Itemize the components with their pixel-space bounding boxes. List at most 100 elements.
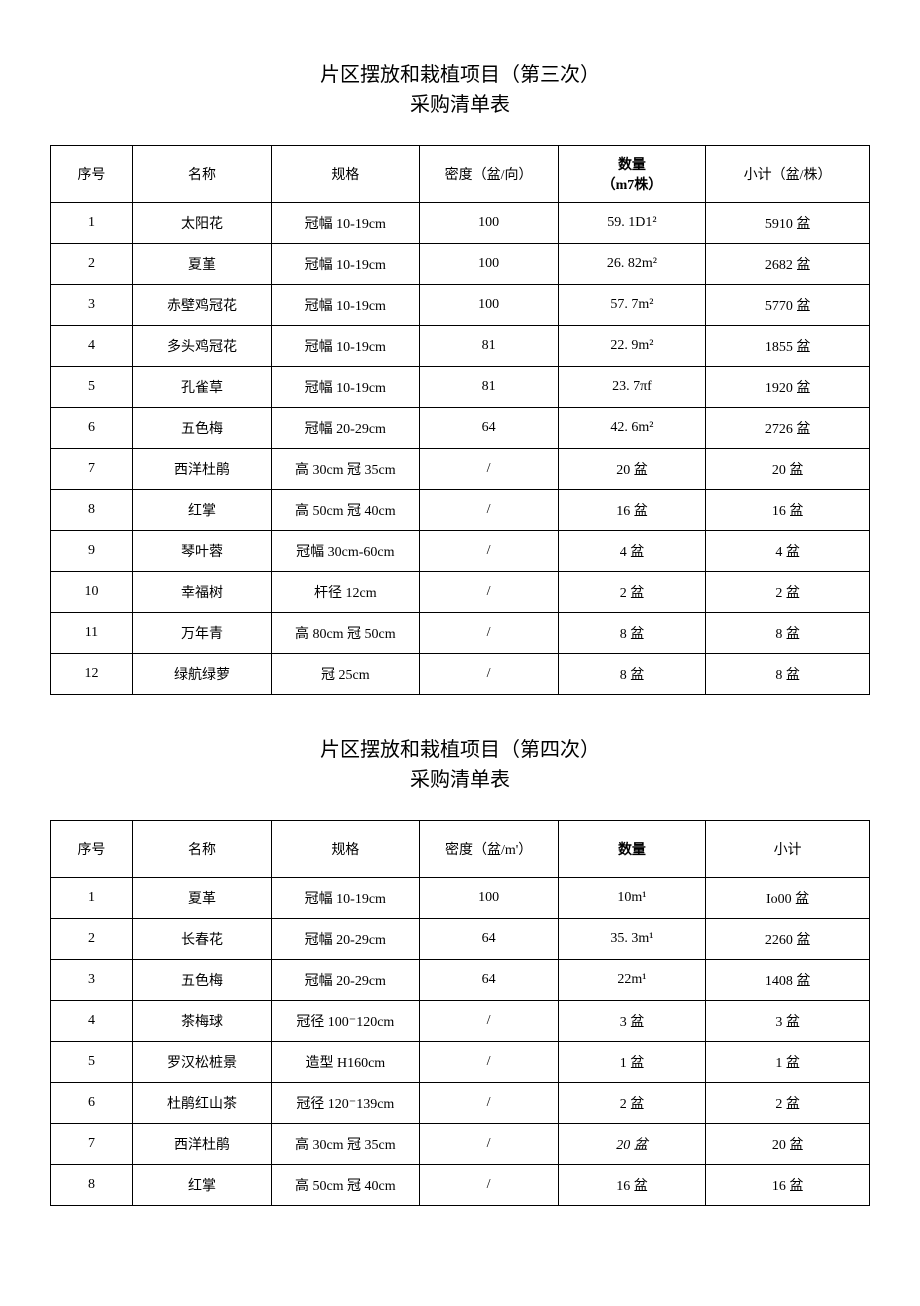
cell-subtotal: 16 盆	[706, 1165, 870, 1206]
th-subtotal: 小计（盆/株）	[706, 146, 870, 203]
cell-name: 万年青	[132, 613, 271, 654]
table-row: 1夏革冠幅 10-19cm10010m¹Io00 盆	[51, 878, 870, 919]
cell-density: /	[419, 490, 558, 531]
cell-seq: 8	[51, 490, 133, 531]
cell-name: 红掌	[132, 1165, 271, 1206]
table2-title-line1: 片区摆放和栽植项目（第四次）	[320, 739, 600, 761]
table-row: 5罗汉松桩景造型 H160cm/1 盆1 盆	[51, 1042, 870, 1083]
cell-qty: 10m¹	[558, 878, 705, 919]
cell-spec: 高 50cm 冠 40cm	[272, 490, 419, 531]
th-qty: 数量 （m7株）	[558, 146, 705, 203]
cell-name: 西洋杜鹃	[132, 449, 271, 490]
cell-spec: 冠幅 10-19cm	[272, 203, 419, 244]
cell-seq: 12	[51, 654, 133, 695]
cell-seq: 3	[51, 960, 133, 1001]
cell-subtotal: 5770 盆	[706, 285, 870, 326]
cell-density: 100	[419, 285, 558, 326]
table-row: 7西洋杜鹃高 30cm 冠 35cm/20 盆20 盆	[51, 449, 870, 490]
cell-subtotal: 1 盆	[706, 1042, 870, 1083]
cell-name: 茶梅球	[132, 1001, 271, 1042]
cell-qty: 26. 82m²	[558, 244, 705, 285]
cell-spec: 冠幅 10-19cm	[272, 285, 419, 326]
cell-qty: 8 盆	[558, 654, 705, 695]
cell-spec: 冠幅 10-19cm	[272, 878, 419, 919]
cell-subtotal: 2 盆	[706, 572, 870, 613]
cell-density: /	[419, 1124, 558, 1165]
cell-density: /	[419, 1042, 558, 1083]
cell-spec: 冠幅 10-19cm	[272, 367, 419, 408]
cell-density: /	[419, 531, 558, 572]
cell-density: 64	[419, 408, 558, 449]
table1-title-line2: 采购清单表	[410, 94, 510, 116]
th-qty: 数量	[558, 821, 705, 878]
cell-density: 100	[419, 878, 558, 919]
cell-name: 幸福树	[132, 572, 271, 613]
cell-seq: 5	[51, 1042, 133, 1083]
cell-name: 长春花	[132, 919, 271, 960]
cell-seq: 2	[51, 244, 133, 285]
th-qty-line2: （m7株）	[602, 178, 663, 193]
cell-name: 孔雀草	[132, 367, 271, 408]
cell-density: 100	[419, 203, 558, 244]
cell-name: 杜鹃红山茶	[132, 1083, 271, 1124]
table-row: 3赤壁鸡冠花冠幅 10-19cm10057. 7m²5770 盆	[51, 285, 870, 326]
cell-qty: 23. 7πf	[558, 367, 705, 408]
cell-name: 罗汉松桩景	[132, 1042, 271, 1083]
cell-seq: 10	[51, 572, 133, 613]
cell-spec: 冠幅 30cm-60cm	[272, 531, 419, 572]
cell-name: 绿航绿萝	[132, 654, 271, 695]
th-name: 名称	[132, 146, 271, 203]
cell-density: 100	[419, 244, 558, 285]
cell-name: 多头鸡冠花	[132, 326, 271, 367]
cell-subtotal: 4 盆	[706, 531, 870, 572]
cell-subtotal: 2682 盆	[706, 244, 870, 285]
table-row: 3五色梅冠幅 20-29cm6422m¹1408 盆	[51, 960, 870, 1001]
cell-seq: 6	[51, 1083, 133, 1124]
cell-qty: 2 盆	[558, 572, 705, 613]
cell-spec: 冠幅 10-19cm	[272, 244, 419, 285]
cell-density: /	[419, 1083, 558, 1124]
cell-name: 夏堇	[132, 244, 271, 285]
cell-spec: 冠 25cm	[272, 654, 419, 695]
table1-title: 片区摆放和栽植项目（第三次） 采购清单表	[50, 60, 870, 120]
cell-density: 81	[419, 367, 558, 408]
cell-seq: 6	[51, 408, 133, 449]
table-row: 6五色梅冠幅 20-29cm6442. 6m²2726 盆	[51, 408, 870, 449]
table2-title-line2: 采购清单表	[410, 769, 510, 791]
cell-name: 太阳花	[132, 203, 271, 244]
cell-qty: 2 盆	[558, 1083, 705, 1124]
table1-header-row: 序号 名称 规格 密度（盆/向） 数量 （m7株） 小计（盆/株）	[51, 146, 870, 203]
cell-subtotal: 2726 盆	[706, 408, 870, 449]
table-row: 2长春花冠幅 20-29cm6435. 3m¹2260 盆	[51, 919, 870, 960]
cell-subtotal: Io00 盆	[706, 878, 870, 919]
cell-spec: 冠幅 10-19cm	[272, 326, 419, 367]
table-row: 2夏堇冠幅 10-19cm10026. 82m²2682 盆	[51, 244, 870, 285]
cell-name: 夏革	[132, 878, 271, 919]
cell-seq: 7	[51, 1124, 133, 1165]
table-row: 4多头鸡冠花冠幅 10-19cm8122. 9m²1855 盆	[51, 326, 870, 367]
cell-spec: 高 30cm 冠 35cm	[272, 1124, 419, 1165]
cell-seq: 7	[51, 449, 133, 490]
cell-density: 64	[419, 960, 558, 1001]
th-subtotal: 小计	[706, 821, 870, 878]
table-row: 6杜鹃红山茶冠径 120⁻139cm/2 盆2 盆	[51, 1083, 870, 1124]
table-row: 8红掌高 50cm 冠 40cm/16 盆16 盆	[51, 490, 870, 531]
cell-seq: 9	[51, 531, 133, 572]
cell-density: 64	[419, 919, 558, 960]
cell-name: 红掌	[132, 490, 271, 531]
table-row: 10幸福树杆径 12cm/2 盆2 盆	[51, 572, 870, 613]
cell-name: 西洋杜鹃	[132, 1124, 271, 1165]
table-row: 1太阳花冠幅 10-19cm10059. 1D1²5910 盆	[51, 203, 870, 244]
table2-header-row: 序号 名称 规格 密度（盆/m'） 数量 小计	[51, 821, 870, 878]
th-seq: 序号	[51, 821, 133, 878]
cell-density: 81	[419, 326, 558, 367]
table2: 序号 名称 规格 密度（盆/m'） 数量 小计 1夏革冠幅 10-19cm100…	[50, 820, 870, 1206]
cell-spec: 造型 H160cm	[272, 1042, 419, 1083]
table2-title: 片区摆放和栽植项目（第四次） 采购清单表	[50, 735, 870, 795]
cell-qty: 8 盆	[558, 613, 705, 654]
cell-subtotal: 5910 盆	[706, 203, 870, 244]
cell-subtotal: 8 盆	[706, 654, 870, 695]
cell-subtotal: 3 盆	[706, 1001, 870, 1042]
cell-spec: 冠径 100⁻120cm	[272, 1001, 419, 1042]
th-name: 名称	[132, 821, 271, 878]
